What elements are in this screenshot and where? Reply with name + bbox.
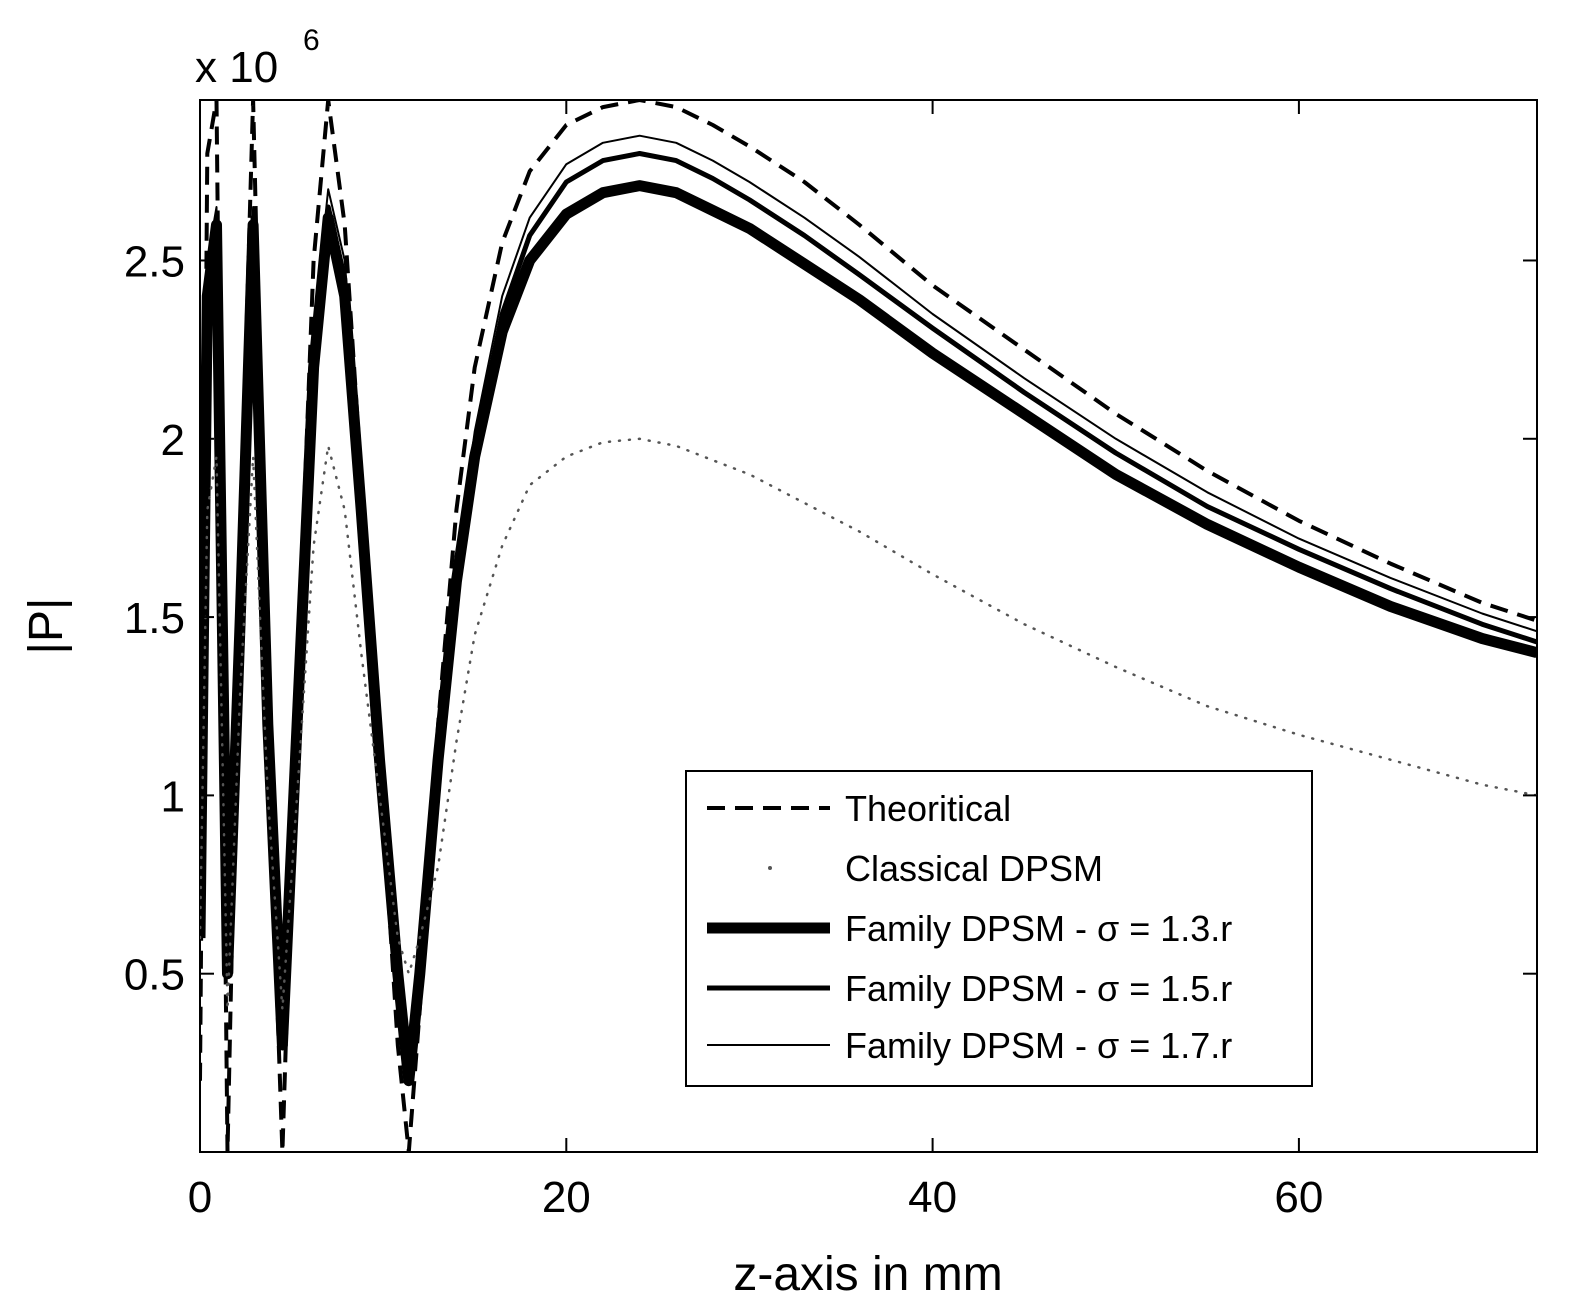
x-tick-label: 40 — [908, 1173, 957, 1222]
x-tick-label: 60 — [1274, 1173, 1323, 1222]
x-tick-label: 20 — [542, 1173, 591, 1222]
y-tick-label: 2 — [161, 416, 185, 465]
legend-label-sigma-1-3: Family DPSM - σ = 1.3.r — [845, 908, 1232, 949]
legend-label-sigma-1-5: Family DPSM - σ = 1.5.r — [845, 968, 1232, 1009]
series-line-dashed — [200, 100, 1537, 1152]
x-axis-label: z-axis in mm — [733, 1248, 1002, 1301]
y-tick-label: 0.5 — [124, 951, 185, 1000]
y-tick-label: 2.5 — [124, 237, 185, 286]
y-multiplier-base: x 10 — [195, 43, 278, 92]
series-line-dotted — [200, 437, 1537, 1011]
x-tick-label: 0 — [188, 1173, 212, 1222]
y-multiplier-exponent: 6 — [303, 24, 320, 57]
legend-swatch-classical — [768, 866, 772, 870]
y-axis-label: |P| — [20, 598, 73, 655]
y-tick-label: 1 — [161, 772, 185, 821]
series-layer — [200, 100, 1537, 1152]
tick-layer: 0 20 40 60 0.5 1 1.5 2 2.5 — [124, 100, 1537, 1222]
y-tick-label: 1.5 — [124, 594, 185, 643]
legend-label-theoritical: Theoritical — [845, 788, 1011, 829]
legend-label-classical: Classical DPSM — [845, 848, 1103, 889]
legend: Theoritical Classical DPSM Family DPSM -… — [685, 770, 1313, 1087]
legend-label-sigma-1-7: Family DPSM - σ = 1.7.r — [845, 1025, 1232, 1066]
